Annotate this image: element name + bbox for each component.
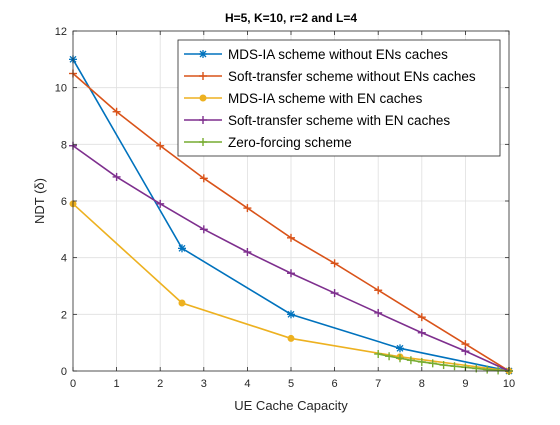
x-tick-label: 4 bbox=[244, 378, 250, 390]
data-point bbox=[112, 107, 121, 116]
marker-dot bbox=[199, 94, 207, 102]
data-point bbox=[374, 350, 383, 358]
data-point bbox=[287, 310, 295, 319]
legend-box bbox=[177, 39, 501, 157]
legend-marker bbox=[199, 138, 207, 146]
y-tick-label: 0 bbox=[61, 366, 67, 378]
data-point bbox=[287, 334, 295, 342]
legend-label: MDS-IA scheme with EN caches bbox=[228, 91, 423, 106]
x-axis-label: UE Cache Capacity bbox=[234, 398, 348, 413]
data-point bbox=[374, 308, 383, 317]
data-point bbox=[199, 225, 208, 234]
x-tick-label: 5 bbox=[288, 378, 294, 390]
data-point bbox=[396, 344, 404, 353]
marker-stroke bbox=[199, 50, 207, 58]
data-point bbox=[199, 174, 208, 183]
x-tick-label: 8 bbox=[419, 378, 425, 390]
legend-label: Soft-transfer scheme without ENs caches bbox=[228, 69, 476, 84]
data-point bbox=[494, 366, 503, 375]
y-tick-label: 4 bbox=[61, 253, 67, 265]
legend-item-2: Soft-transfer scheme without ENs caches bbox=[184, 69, 476, 84]
legend-item-3: MDS-IA scheme with EN caches bbox=[184, 91, 423, 106]
data-point bbox=[178, 244, 186, 253]
legend-marker bbox=[199, 72, 207, 80]
data-point bbox=[156, 141, 165, 150]
y-tick-label: 10 bbox=[55, 83, 67, 95]
data-point bbox=[483, 365, 492, 374]
data-point bbox=[178, 299, 186, 307]
data-point bbox=[243, 204, 252, 213]
data-point bbox=[330, 259, 339, 268]
legend: MDS-IA scheme without ENs caches Soft-tra… bbox=[177, 39, 501, 157]
data-point bbox=[428, 359, 437, 368]
x-tick-label: 1 bbox=[114, 378, 120, 390]
data-point bbox=[243, 248, 252, 256]
legend-marker bbox=[199, 94, 207, 102]
x-tick-label: 9 bbox=[462, 378, 468, 390]
data-point bbox=[287, 269, 295, 278]
chart-title: H=5, K=10, r=2 and L=4 bbox=[225, 11, 357, 25]
legend-item-4: Soft-transfer scheme with EN caches bbox=[184, 113, 450, 128]
legend-marker bbox=[199, 50, 207, 58]
x-tick-label: 3 bbox=[201, 378, 207, 390]
data-point bbox=[112, 172, 121, 181]
data-point bbox=[461, 347, 470, 356]
series-2 bbox=[69, 69, 513, 375]
legend-marker bbox=[199, 116, 207, 124]
data-point bbox=[156, 199, 165, 208]
marker-stroke bbox=[178, 244, 186, 252]
y-axis-label: NDT (δ) bbox=[32, 178, 47, 224]
y-tick-label: 8 bbox=[61, 139, 67, 151]
data-point bbox=[396, 354, 404, 363]
legend-item-5: Zero-forcing scheme bbox=[184, 135, 352, 150]
marker-dot bbox=[287, 334, 295, 342]
legend-label: Zero-forcing scheme bbox=[228, 135, 352, 150]
y-tick-label: 6 bbox=[61, 196, 67, 208]
x-tick-label: 2 bbox=[157, 378, 163, 390]
legend-item-1: MDS-IA scheme without ENs caches bbox=[184, 47, 448, 62]
data-point bbox=[417, 313, 426, 322]
y-tick-label: 12 bbox=[55, 26, 67, 38]
data-point bbox=[287, 233, 295, 242]
marker-stroke bbox=[287, 310, 295, 318]
data-point bbox=[374, 286, 383, 295]
x-tick-label: 10 bbox=[503, 378, 515, 390]
data-point bbox=[385, 352, 394, 361]
x-tick-label: 7 bbox=[375, 378, 381, 390]
legend-label: Soft-transfer scheme with EN caches bbox=[228, 113, 450, 128]
data-point bbox=[439, 361, 448, 370]
data-point bbox=[330, 289, 339, 298]
data-point bbox=[406, 356, 415, 365]
data-point bbox=[461, 340, 470, 349]
x-tick-label: 0 bbox=[70, 378, 76, 390]
marker-dot bbox=[178, 299, 186, 307]
data-point bbox=[450, 362, 459, 371]
marker-stroke bbox=[396, 344, 404, 352]
legend-label: MDS-IA scheme without ENs caches bbox=[228, 47, 448, 62]
data-point bbox=[417, 328, 426, 337]
y-tick-label: 2 bbox=[61, 309, 67, 321]
data-point bbox=[417, 357, 426, 366]
x-tick-label: 6 bbox=[332, 378, 338, 390]
